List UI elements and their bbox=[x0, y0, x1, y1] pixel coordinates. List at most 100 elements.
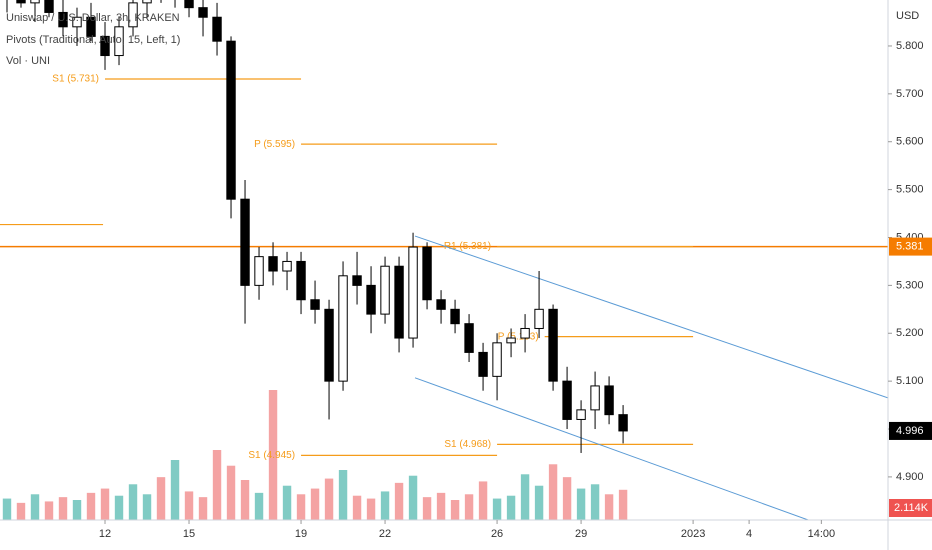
x-tick-label: 14:00 bbox=[808, 528, 836, 540]
x-tick-label: 15 bbox=[183, 528, 195, 540]
candle-body bbox=[72, 16, 82, 28]
y-tick-label: 5.200 bbox=[896, 327, 924, 339]
candle-body bbox=[534, 308, 544, 329]
legend-line: Pivots (Traditional, Auto, 15, Left, 1) bbox=[6, 34, 180, 46]
volume-bar bbox=[310, 488, 320, 520]
hline-price-box bbox=[889, 237, 932, 256]
candle-body bbox=[100, 35, 110, 57]
volume-bar bbox=[534, 485, 544, 520]
y-tick-label: 5.600 bbox=[896, 136, 924, 148]
volume-bar bbox=[576, 488, 586, 520]
x-tick-label: 4 bbox=[746, 528, 752, 540]
candle-body bbox=[618, 414, 628, 432]
candle-body bbox=[352, 275, 362, 286]
x-tick-label: 12 bbox=[99, 528, 111, 540]
volume-bar bbox=[44, 501, 54, 520]
x-tick-label: 26 bbox=[491, 528, 503, 540]
volume-bar bbox=[436, 492, 446, 520]
volume-bar bbox=[464, 494, 474, 520]
y-tick-label: 5.500 bbox=[896, 184, 924, 196]
volume-bar bbox=[170, 460, 180, 520]
candle-body bbox=[520, 327, 530, 339]
candle-body bbox=[604, 385, 614, 416]
legend-line: Vol · UNI bbox=[6, 55, 50, 67]
pivot-label: P (5.193) bbox=[498, 331, 539, 342]
y-tick-label: 5.100 bbox=[896, 375, 924, 387]
pivot-label: S1 (4.945) bbox=[248, 450, 295, 461]
volume-bar bbox=[128, 484, 138, 520]
volume-bar bbox=[492, 498, 502, 520]
volume-bar bbox=[380, 491, 390, 520]
volume-bar bbox=[30, 494, 40, 520]
volume-bar bbox=[268, 390, 278, 520]
volume-bar bbox=[142, 494, 152, 520]
candle-body bbox=[226, 40, 236, 200]
volume-bar bbox=[394, 482, 404, 520]
volume-bar bbox=[2, 498, 12, 520]
volume-bar bbox=[184, 491, 194, 520]
volume-bar bbox=[114, 495, 124, 520]
candle-body bbox=[30, 0, 40, 4]
candle-body bbox=[44, 0, 54, 13]
y-tick-label: 5.800 bbox=[896, 40, 924, 52]
volume-label-box bbox=[889, 499, 932, 517]
candle-body bbox=[240, 198, 250, 286]
pivot-label: P (5.595) bbox=[254, 139, 295, 150]
candle-body bbox=[380, 265, 390, 315]
candle-body bbox=[436, 299, 446, 310]
candle-body bbox=[268, 256, 278, 272]
candle-body bbox=[212, 16, 222, 42]
last-price-label: 4.996 bbox=[896, 425, 924, 437]
volume-bar bbox=[282, 485, 292, 520]
volume-bar bbox=[324, 478, 334, 520]
volume-bar bbox=[366, 498, 376, 520]
candle-body bbox=[422, 246, 432, 301]
volume-bar bbox=[506, 495, 516, 520]
candle-body bbox=[128, 2, 138, 28]
candle-body bbox=[184, 0, 194, 9]
volume-bar bbox=[240, 480, 250, 520]
volume-bar bbox=[226, 465, 236, 520]
volume-bar bbox=[352, 495, 362, 520]
candle-body bbox=[338, 275, 348, 382]
volume-bar bbox=[156, 477, 166, 520]
volume-bar bbox=[562, 477, 572, 520]
volume-bar bbox=[16, 502, 26, 520]
trend-line bbox=[414, 377, 809, 520]
volume-bar bbox=[86, 492, 96, 520]
volume-bar bbox=[58, 497, 68, 520]
candle-body bbox=[142, 0, 152, 4]
candle-body bbox=[16, 0, 26, 4]
volume-label: 2.114K bbox=[894, 502, 929, 514]
candle-body bbox=[86, 16, 96, 37]
last-price-box bbox=[889, 421, 932, 440]
plot-area: S1 (5.731) P (5.595) S1 (4.945) R1 (5.381) P… bbox=[0, 0, 888, 520]
candle-body bbox=[408, 246, 418, 339]
candle-body bbox=[562, 380, 572, 420]
volume-bar bbox=[422, 497, 432, 520]
pivot-label: S1 (5.731) bbox=[52, 74, 99, 85]
candle-body bbox=[296, 260, 306, 301]
volume-bar bbox=[338, 470, 348, 520]
candle-body bbox=[310, 299, 320, 310]
trend-line bbox=[414, 235, 888, 399]
x-tick-label: 22 bbox=[379, 528, 391, 540]
volume-bar bbox=[520, 474, 530, 520]
legend-line: Uniswap / U.S. Dollar, 3h, KRAKEN bbox=[6, 12, 180, 24]
volume-bar bbox=[254, 492, 264, 520]
candle-body bbox=[450, 308, 460, 325]
volume-bar bbox=[450, 500, 460, 520]
candle-body bbox=[198, 7, 208, 18]
candle-body bbox=[282, 260, 292, 272]
candle-body bbox=[590, 385, 600, 411]
volume-bar bbox=[478, 481, 488, 520]
candle-body bbox=[492, 342, 502, 377]
volume-bar bbox=[198, 497, 208, 520]
volume-bar bbox=[408, 475, 418, 520]
pivot-label: S1 (4.968) bbox=[444, 439, 491, 450]
volume-bar bbox=[618, 489, 628, 520]
candle-body bbox=[366, 284, 376, 315]
candle-body bbox=[254, 256, 264, 286]
candle-body bbox=[478, 351, 488, 377]
